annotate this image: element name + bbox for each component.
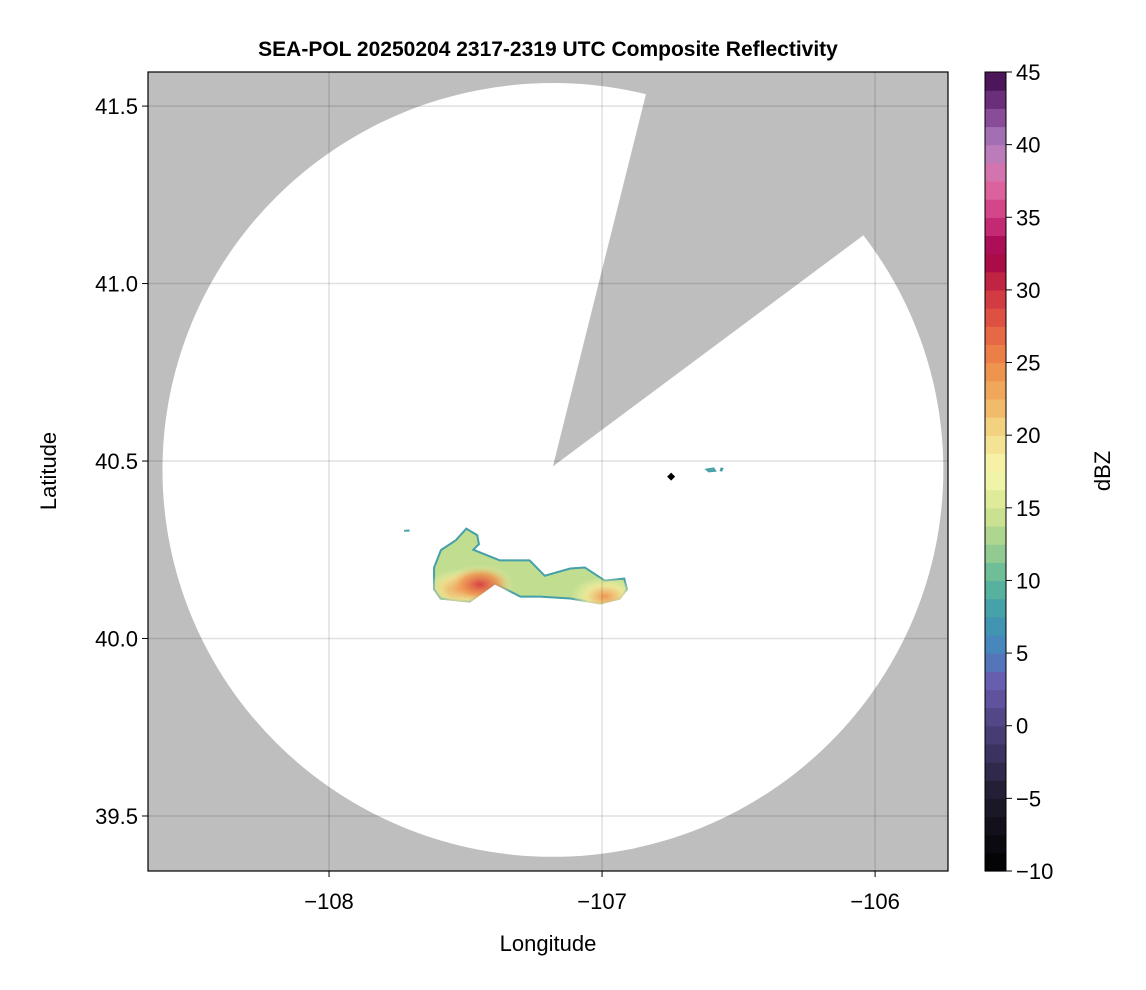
- x-axis: −108 −107 −106: [304, 871, 900, 914]
- colorbar-tick-label: 35: [1016, 205, 1040, 230]
- blocked-sector: [552, 72, 948, 467]
- colorbar-tick-label: 20: [1016, 423, 1040, 448]
- x-tick-label: −107: [577, 889, 627, 914]
- colorbar-tick-label: 30: [1016, 278, 1040, 303]
- colorbar-bin: [985, 108, 1006, 128]
- colorbar-bin: [985, 562, 1006, 582]
- colorbar-bin: [985, 544, 1006, 563]
- y-axis-label: Latitude: [36, 432, 61, 510]
- colorbar-bin: [985, 852, 1006, 872]
- y-tick-label: 39.5: [95, 804, 138, 829]
- y-tick-label: 41.0: [95, 272, 138, 297]
- y-axis: 39.5 40.0 40.5 41.0 41.5: [95, 94, 148, 829]
- colorbar-bin: [985, 489, 1006, 509]
- x-tick-label: −108: [304, 889, 354, 914]
- colorbar-bin: [985, 344, 1006, 364]
- colorbar-tick-label: 5: [1016, 641, 1028, 666]
- colorbar-bin: [985, 308, 1006, 327]
- colorbar-bin: [985, 507, 1006, 527]
- colorbar-bin: [985, 271, 1006, 291]
- colorbar: −10 −5 0 5 10 15 20 25 30 35 40 45: [984, 60, 1053, 884]
- chart-title: SEA-POL 20250204 2317-2319 UTC Composite…: [258, 38, 838, 61]
- colorbar-bin: [985, 525, 1006, 545]
- colorbar-bin: [985, 834, 1006, 854]
- colorbar-bin: [985, 162, 1006, 182]
- colorbar-tick-label: 45: [1016, 60, 1040, 85]
- x-axis-label: Longitude: [500, 931, 597, 956]
- echo-core: [571, 576, 628, 605]
- echo-area: [404, 529, 410, 532]
- colorbar-bin: [985, 417, 1006, 436]
- colorbar-bin: [985, 453, 1006, 473]
- colorbar-bin: [985, 180, 1006, 200]
- colorbar-bin: [985, 326, 1006, 345]
- colorbar-bin: [985, 616, 1006, 636]
- colorbar-bin: [985, 671, 1006, 691]
- colorbar-bin: [985, 762, 1006, 781]
- colorbar-bin: [985, 72, 1006, 91]
- colorbar-tick-label: 10: [1016, 568, 1040, 593]
- echo-region: [404, 529, 410, 532]
- y-tick-label: 40.0: [95, 627, 138, 652]
- colorbar-tick-label: 0: [1016, 714, 1028, 739]
- colorbar-bin: [985, 144, 1006, 164]
- colorbar-bin: [985, 199, 1006, 218]
- colorbar-bin: [985, 126, 1006, 146]
- colorbar-tick-label: 15: [1016, 496, 1040, 521]
- colorbar-bin: [985, 780, 1006, 799]
- colorbar-bin: [985, 471, 1006, 491]
- colorbar-bin: [985, 380, 1006, 400]
- colorbar-label: dBZ: [1090, 451, 1115, 491]
- radar-site-marker: [667, 472, 676, 481]
- colorbar-bin: [985, 725, 1006, 745]
- colorbar-bin: [985, 689, 1006, 709]
- colorbar-bin: [985, 435, 1006, 454]
- colorbar-frame: [984, 71, 1007, 872]
- colorbar-tick-label: 40: [1016, 133, 1040, 158]
- grid-lines: [148, 72, 948, 871]
- colorbar-bin: [985, 598, 1006, 618]
- colorbar-tick-label: 25: [1016, 351, 1040, 376]
- colorbar-bin: [985, 580, 1006, 600]
- colorbar-bin: [985, 707, 1006, 727]
- colorbar-bin: [985, 816, 1006, 836]
- colorbar-bin: [985, 289, 1006, 309]
- colorbar-tick-label: −5: [1016, 786, 1041, 811]
- x-tick-label: −106: [850, 889, 900, 914]
- colorbar-bin: [985, 634, 1006, 654]
- colorbar-bin: [985, 253, 1006, 273]
- colorbar-bin: [985, 90, 1006, 109]
- plot-area: [148, 72, 948, 871]
- colorbar-bin: [985, 362, 1006, 382]
- colorbar-bin: [985, 398, 1006, 418]
- y-tick-label: 40.5: [95, 449, 138, 474]
- colorbar-bin: [985, 217, 1006, 237]
- colorbar-bin: [985, 653, 1006, 672]
- colorbar-bin: [985, 798, 1006, 818]
- plot-frame: [147, 71, 949, 872]
- colorbar-tick-label: −10: [1016, 859, 1053, 884]
- y-tick-label: 41.5: [95, 94, 138, 119]
- colorbar-bin: [985, 235, 1006, 255]
- colorbar-bin: [985, 743, 1006, 763]
